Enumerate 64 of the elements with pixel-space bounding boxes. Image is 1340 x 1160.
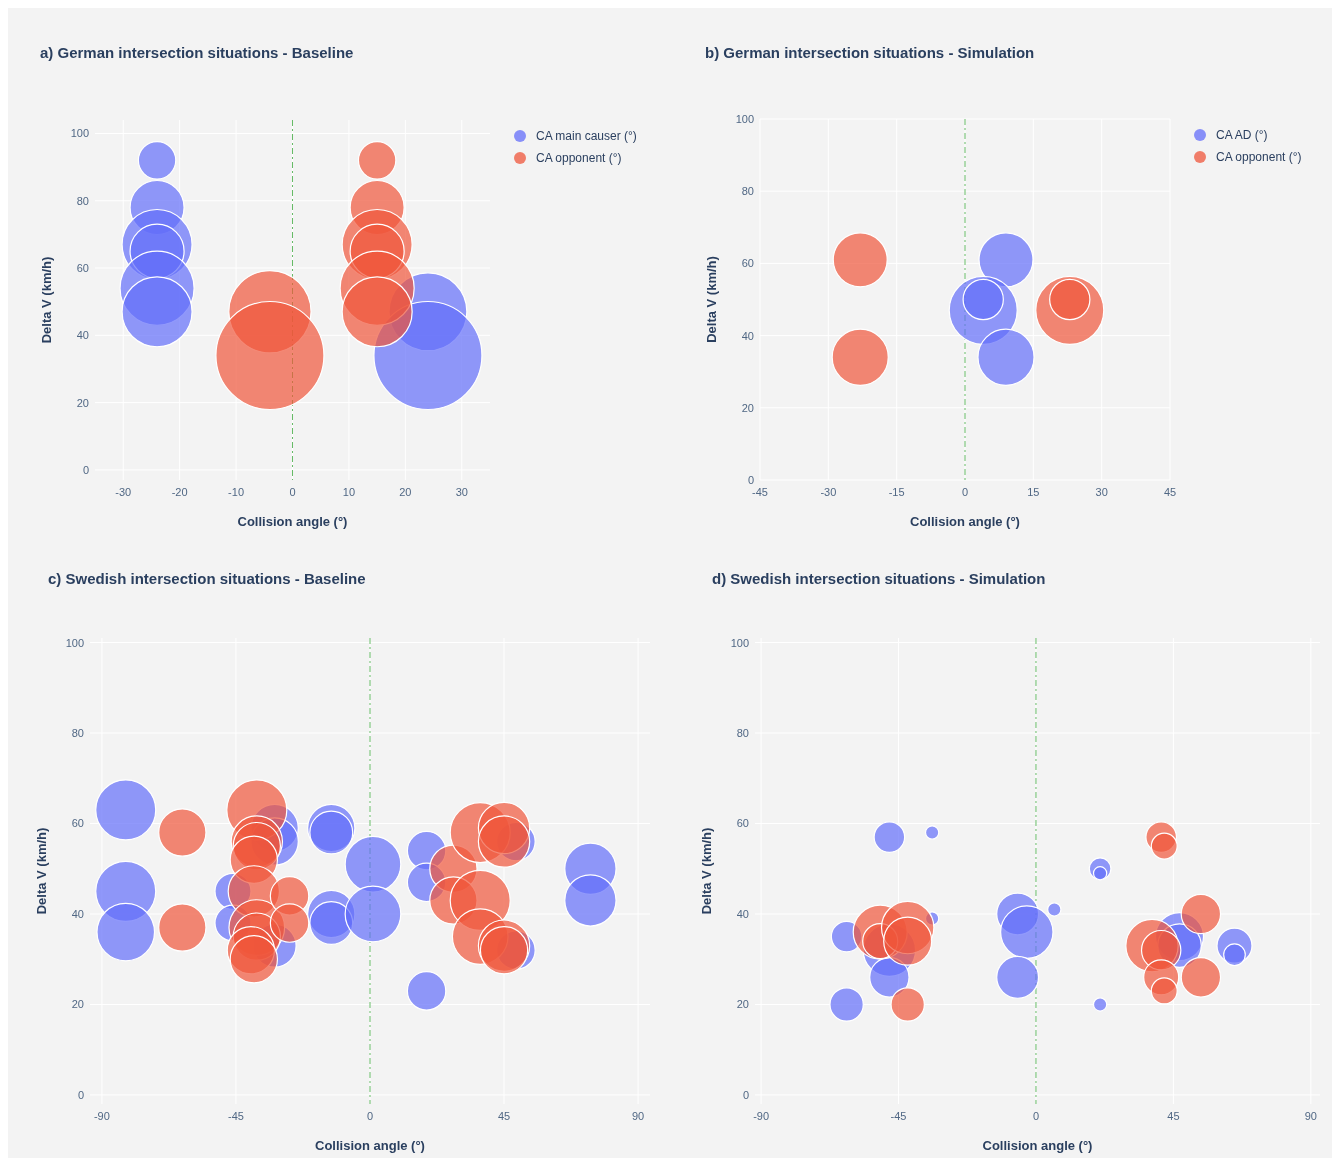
y-tick-label: 20 bbox=[736, 998, 749, 1011]
y-tick-label: 60 bbox=[76, 262, 89, 275]
x-tick-label: 90 bbox=[1304, 1110, 1317, 1122]
y-tick-label: 0 bbox=[742, 1088, 749, 1101]
x-tick-label: -20 bbox=[171, 486, 188, 498]
y-tick-label: 20 bbox=[71, 998, 84, 1011]
y-axis-title: Delta V (km/h) bbox=[704, 256, 719, 343]
y-tick-label: 0 bbox=[77, 1088, 84, 1101]
x-axis-title: Collision angle (°) bbox=[982, 1138, 1093, 1153]
chart-title: c) Swedish intersection situations - Baseline bbox=[48, 570, 366, 587]
x-axis-title: Collision angle (°) bbox=[315, 1138, 425, 1153]
y-tick-label: 80 bbox=[741, 185, 754, 198]
x-tick-label: 0 bbox=[1032, 1110, 1040, 1122]
y-tick-label: 20 bbox=[76, 396, 89, 409]
y-tick-label: 100 bbox=[70, 127, 89, 140]
x-tick-label: 15 bbox=[1027, 486, 1040, 498]
x-tick-label: 30 bbox=[1095, 486, 1108, 498]
y-tick-label: 40 bbox=[71, 907, 84, 920]
legend-label: CA opponent (°) bbox=[536, 151, 622, 165]
y-tick-label: 60 bbox=[71, 817, 84, 830]
x-tick-label: -45 bbox=[752, 486, 768, 498]
legend-label: CA AD (°) bbox=[1216, 128, 1268, 142]
x-tick-label: 90 bbox=[631, 1110, 645, 1122]
x-tick-label: 10 bbox=[342, 486, 356, 498]
y-tick-label: 100 bbox=[730, 636, 749, 649]
y-tick-label: 60 bbox=[741, 257, 754, 270]
x-tick-label: 45 bbox=[1163, 486, 1177, 498]
y-tick-label: 0 bbox=[747, 474, 754, 486]
legend-label: CA main causer (°) bbox=[536, 129, 637, 143]
x-tick-label: -30 bbox=[115, 486, 132, 498]
x-tick-label: 45 bbox=[1167, 1110, 1180, 1122]
x-tick-label: 45 bbox=[497, 1110, 511, 1122]
chart-title: a) German intersection situations - Baseline bbox=[40, 44, 354, 61]
x-tick-label: -45 bbox=[890, 1110, 907, 1122]
y-tick-label: 80 bbox=[76, 194, 89, 207]
chart-title: d) Swedish intersection situations - Simulation bbox=[712, 570, 1046, 587]
y-tick-label: 80 bbox=[71, 727, 84, 740]
y-tick-label: 60 bbox=[736, 817, 749, 830]
x-axis-title: Collision angle (°) bbox=[910, 514, 1020, 529]
y-tick-label: 40 bbox=[76, 329, 89, 342]
y-tick-label: 100 bbox=[735, 113, 754, 125]
y-tick-label: 0 bbox=[82, 463, 89, 476]
y-axis-title: Delta V (km/h) bbox=[34, 827, 49, 915]
x-tick-label: 0 bbox=[366, 1110, 374, 1122]
x-tick-label: 30 bbox=[455, 486, 468, 498]
y-tick-label: 20 bbox=[741, 401, 754, 414]
y-tick-label: 40 bbox=[741, 329, 754, 342]
y-tick-label: 40 bbox=[736, 907, 749, 920]
chart-title: b) German intersection situations - Simulation bbox=[705, 44, 1035, 61]
y-axis-title: Delta V (km/h) bbox=[699, 827, 714, 915]
y-tick-label: 80 bbox=[736, 727, 749, 740]
x-tick-label: 0 bbox=[289, 486, 296, 498]
x-axis-title: Collision angle (°) bbox=[237, 514, 348, 529]
legend-label: CA opponent (°) bbox=[1216, 150, 1302, 164]
x-tick-label: -45 bbox=[228, 1110, 244, 1122]
y-tick-label: 100 bbox=[65, 636, 84, 649]
x-tick-label: -90 bbox=[93, 1110, 110, 1122]
x-tick-label: 20 bbox=[399, 486, 412, 498]
x-tick-label: -30 bbox=[820, 486, 837, 498]
x-tick-label: -15 bbox=[888, 486, 905, 498]
x-tick-label: -90 bbox=[753, 1110, 770, 1122]
x-tick-label: -10 bbox=[228, 486, 245, 498]
y-axis-title: Delta V (km/h) bbox=[39, 256, 54, 344]
x-tick-label: 0 bbox=[961, 486, 969, 498]
